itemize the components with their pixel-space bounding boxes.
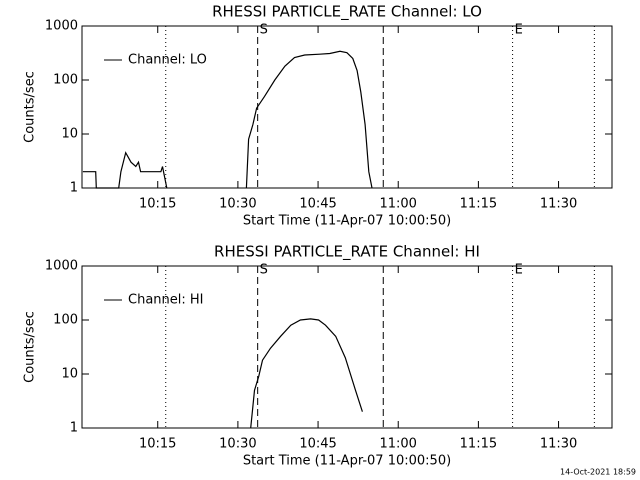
x-tick-label: 11:00 [379, 197, 416, 212]
x-tick-label: 11:00 [379, 437, 416, 452]
timestamp: 14-Oct-2021 18:59 [560, 468, 636, 477]
y-tick-label: 10 [61, 127, 78, 142]
x-axis-label: Start Time (11-Apr-07 10:00:50) [243, 454, 451, 469]
chart-title: RHESSI PARTICLE_RATE Channel: HI [214, 243, 480, 262]
plot-frame [81, 265, 613, 429]
x-tick-label: 10:30 [219, 437, 256, 452]
marker-label: S [260, 263, 268, 278]
x-tick-label: 11:30 [540, 197, 577, 212]
y-axis-label: Counts/sec [23, 71, 38, 143]
plot-frame [81, 25, 613, 189]
y-tick-label: 1 [70, 181, 78, 196]
marker-label: E [515, 23, 523, 38]
x-tick-label: 10:30 [219, 197, 256, 212]
x-tick-label: 11:15 [460, 197, 497, 212]
x-axis-label: Start Time (11-Apr-07 10:00:50) [243, 214, 451, 229]
y-tick-label: 100 [53, 313, 78, 328]
y-tick-label: 1000 [45, 259, 78, 274]
legend-label: Channel: HI [128, 293, 204, 308]
x-tick-label: 10:45 [299, 437, 336, 452]
data-line [250, 318, 363, 429]
y-tick-label: 100 [53, 73, 78, 88]
y-tick-label: 1 [70, 421, 78, 436]
y-axis-label: Counts/sec [23, 311, 38, 383]
marker-label: E [515, 263, 523, 278]
y-tick-label: 1000 [45, 19, 78, 34]
x-tick-label: 11:15 [460, 437, 497, 452]
marker-label: S [260, 23, 268, 38]
legend-label: Channel: LO [128, 53, 207, 68]
x-tick-label: 11:30 [540, 437, 577, 452]
x-tick-label: 10:15 [139, 437, 176, 452]
data-line [82, 50, 373, 189]
chart-title: RHESSI PARTICLE_RATE Channel: LO [212, 3, 482, 22]
x-tick-label: 10:15 [139, 197, 176, 212]
y-tick-label: 10 [61, 367, 78, 382]
x-tick-label: 10:45 [299, 197, 336, 212]
